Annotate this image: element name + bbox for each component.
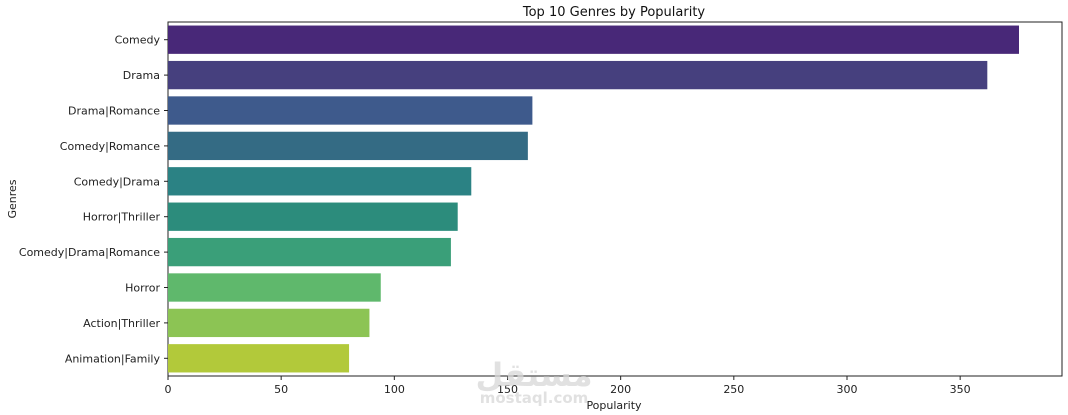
x-tick-label: 300 xyxy=(836,383,857,396)
watermark-latin: mostaql.com xyxy=(480,389,589,407)
y-tick-label: Drama xyxy=(123,69,160,82)
y-tick-label: Animation|Family xyxy=(65,352,161,365)
chart-title: Top 10 Genres by Popularity xyxy=(522,5,706,20)
bar xyxy=(168,273,381,302)
x-tick-label: 200 xyxy=(610,383,631,396)
bars xyxy=(168,25,1019,373)
x-tick-label: 100 xyxy=(384,383,405,396)
x-tick-label: 250 xyxy=(723,383,744,396)
y-tick-label: Comedy|Drama|Romance xyxy=(19,246,160,259)
x-axis-ticks: 0 50 100 150 200 250 300 350 xyxy=(165,376,971,396)
y-axis-title: Genres xyxy=(6,179,19,218)
x-tick-label: 0 xyxy=(165,383,172,396)
bar xyxy=(168,237,451,267)
plot-frame xyxy=(167,21,1063,377)
x-tick-label: 50 xyxy=(274,383,288,396)
y-tick-label: Horror xyxy=(125,282,160,295)
bar xyxy=(168,96,533,125)
y-tick-label: Comedy xyxy=(115,34,161,47)
bar xyxy=(168,167,472,196)
watermark: مستقل mostaql.com xyxy=(475,356,592,407)
y-tick-label: Comedy|Drama xyxy=(74,175,160,188)
y-axis-ticks: Comedy Drama Drama|Romance Comedy|Romance Co… xyxy=(19,34,168,365)
bar xyxy=(168,25,1019,54)
x-axis-title: Popularity xyxy=(586,399,642,412)
bar xyxy=(168,344,350,373)
bar xyxy=(168,60,988,90)
y-tick-label: Drama|Romance xyxy=(68,105,160,118)
y-tick-label: Action|Thriller xyxy=(83,317,160,330)
bar xyxy=(168,308,370,338)
y-tick-label: Comedy|Romance xyxy=(60,140,160,153)
x-tick-label: 150 xyxy=(497,383,518,396)
y-tick-label: Horror|Thriller xyxy=(83,211,161,224)
bar xyxy=(168,202,458,231)
x-tick-label: 350 xyxy=(950,383,971,396)
watermark-script: مستقل xyxy=(475,356,592,394)
bar xyxy=(168,131,528,161)
